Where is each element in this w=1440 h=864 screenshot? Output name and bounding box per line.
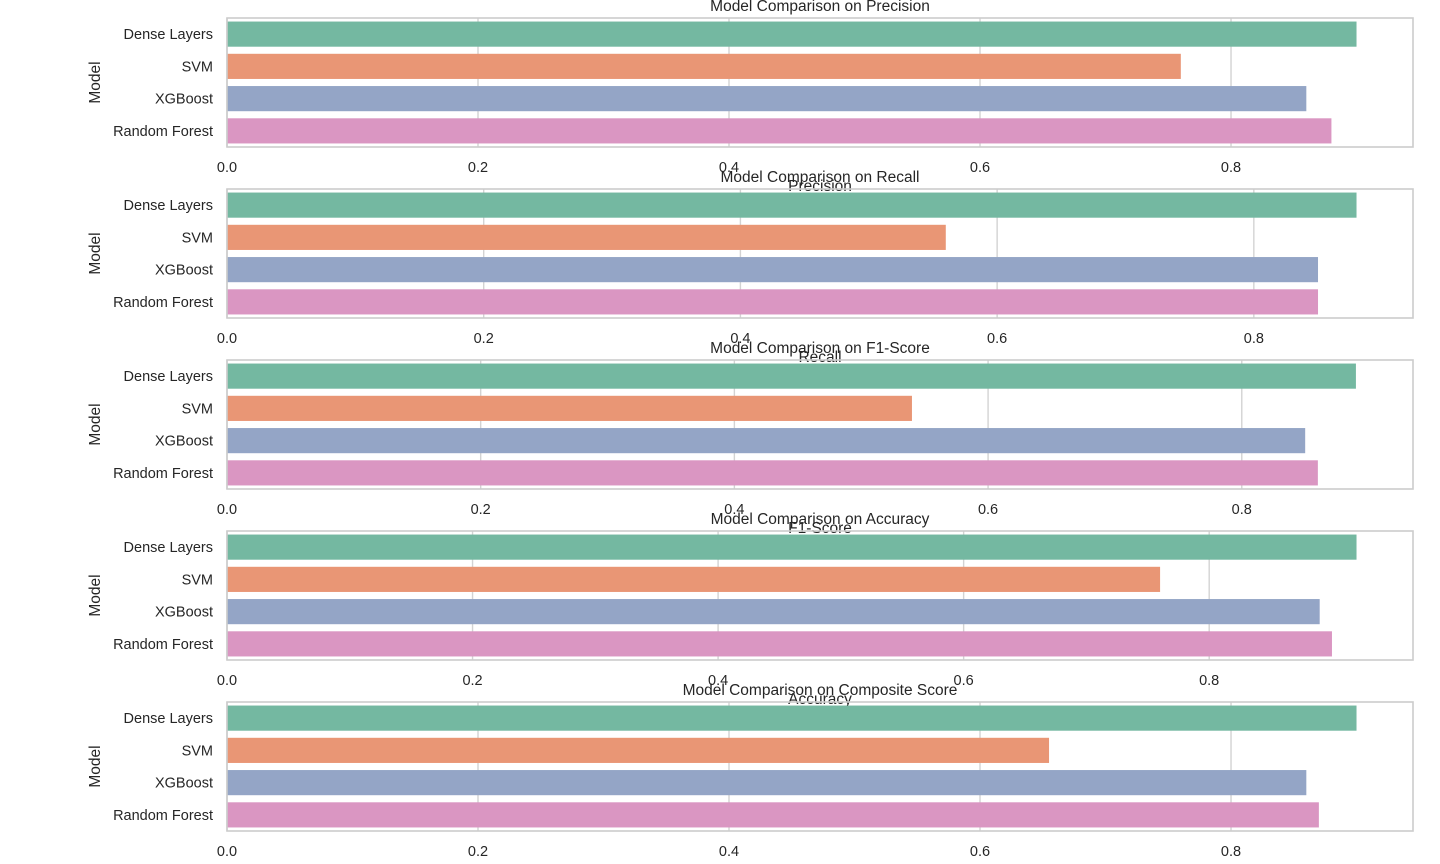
bar-dense-layers [227, 21, 1357, 47]
chart-title: Model Comparison on Accuracy [711, 511, 930, 528]
y-tick-label: SVM [182, 401, 213, 417]
x-tick-label: 0.4 [730, 331, 750, 347]
chart-title: Model Comparison on Composite Score [683, 682, 958, 699]
y-tick-label: Random Forest [113, 295, 213, 311]
y-tick-label: SVM [182, 572, 213, 588]
axes-frame [226, 530, 1414, 661]
x-tick-label: 0.0 [217, 673, 237, 689]
x-tick-label: 0.4 [719, 844, 739, 860]
y-tick-label: Dense Layers [124, 198, 213, 214]
y-tick-label: Dense Layers [124, 27, 213, 43]
x-tick-label: 0.2 [468, 160, 488, 176]
x-tick-label: 0.0 [217, 160, 237, 176]
bar-dense-layers [227, 363, 1356, 389]
axes-frame [226, 188, 1414, 319]
bar-svm [227, 53, 1181, 79]
bar-random-forest [227, 802, 1319, 828]
bar-xgboost [227, 770, 1307, 796]
x-tick-label: 0.8 [1221, 160, 1241, 176]
x-tick-label: 0.8 [1199, 673, 1219, 689]
x-tick-label: 0.6 [987, 331, 1007, 347]
bar-xgboost [227, 428, 1306, 454]
bar-xgboost [227, 257, 1319, 283]
y-axis-label: Model [87, 745, 104, 787]
axes-frame [226, 701, 1414, 832]
chart-panel-1: Dense Layers SVM XGBoost Random Forest 0.0 0.… [87, 17, 1414, 195]
y-tick-label: Random Forest [113, 808, 213, 824]
chart-title: Model Comparison on Recall [720, 169, 919, 186]
x-axis-label: Recall [798, 349, 841, 366]
bar-random-forest [227, 460, 1318, 486]
y-tick-label: Dense Layers [124, 369, 213, 385]
x-tick-label: 0.0 [217, 502, 237, 518]
x-tick-label: 0.8 [1232, 502, 1252, 518]
bar-random-forest [227, 631, 1332, 657]
x-tick-label: 0.2 [471, 502, 491, 518]
chart-panel-2: Dense Layers SVM XGBoost Random Forest 0.0 0.… [87, 188, 1414, 366]
x-tick-label: 0.4 [724, 502, 744, 518]
bar-dense-layers [227, 192, 1357, 218]
x-tick-label: 0.8 [1244, 331, 1264, 347]
bar-svm [227, 224, 946, 250]
y-tick-label: Random Forest [113, 637, 213, 653]
y-axis-label: Model [87, 403, 104, 445]
x-axis-label: Accuracy [788, 691, 852, 708]
bar-dense-layers [227, 705, 1357, 731]
y-tick-label: Dense Layers [124, 711, 213, 727]
bar-dense-layers [227, 534, 1357, 560]
x-tick-label: 0.6 [970, 844, 990, 860]
y-tick-label: Dense Layers [124, 540, 213, 556]
chart-title: Model Comparison on Precision [710, 0, 930, 15]
x-tick-label: 0.2 [474, 331, 494, 347]
y-tick-label: XGBoost [155, 92, 213, 108]
x-tick-label: 0.6 [978, 502, 998, 518]
y-tick-label: SVM [182, 230, 213, 246]
y-tick-label: SVM [182, 59, 213, 75]
x-axis-label: Precision [788, 178, 852, 195]
y-tick-label: Random Forest [113, 466, 213, 482]
x-tick-label: 0.2 [462, 673, 482, 689]
axes-frame [226, 17, 1414, 148]
x-tick-label: 0.0 [217, 844, 237, 860]
x-axis-label: F1-Score [788, 520, 852, 537]
x-tick-label: 0.8 [1221, 844, 1241, 860]
bar-xgboost [227, 599, 1320, 625]
chart-title: Model Comparison on F1-Score [710, 340, 930, 357]
chart-panel-4: Dense Layers SVM XGBoost Random Forest 0.0 0.… [87, 530, 1414, 708]
x-tick-label: 0.6 [970, 160, 990, 176]
y-tick-label: SVM [182, 743, 213, 759]
y-axis-label: Model [87, 574, 104, 616]
axes-frame [226, 359, 1414, 490]
y-tick-label: XGBoost [155, 434, 213, 450]
x-tick-label: 0.6 [954, 673, 974, 689]
bar-random-forest [227, 118, 1332, 144]
x-tick-label: 0.4 [708, 673, 728, 689]
bar-svm [227, 737, 1050, 763]
bar-xgboost [227, 86, 1307, 112]
bar-svm [227, 395, 912, 421]
y-tick-label: Random Forest [113, 124, 213, 140]
chart-panel-3: Dense Layers SVM XGBoost Random Forest 0.0 0.… [87, 359, 1414, 537]
bar-random-forest [227, 289, 1319, 315]
x-tick-label: 0.2 [468, 844, 488, 860]
y-axis-label: Model [87, 232, 104, 274]
x-tick-label: 0.0 [217, 331, 237, 347]
chart-panel-5: Dense Layers SVM XGBoost Random Forest 0.0 0.… [87, 701, 1414, 860]
y-tick-label: XGBoost [155, 263, 213, 279]
y-axis-label: Model [87, 61, 104, 103]
x-tick-label: 0.4 [719, 160, 739, 176]
y-tick-label: XGBoost [155, 605, 213, 621]
y-tick-label: XGBoost [155, 776, 213, 792]
bar-svm [227, 566, 1161, 592]
